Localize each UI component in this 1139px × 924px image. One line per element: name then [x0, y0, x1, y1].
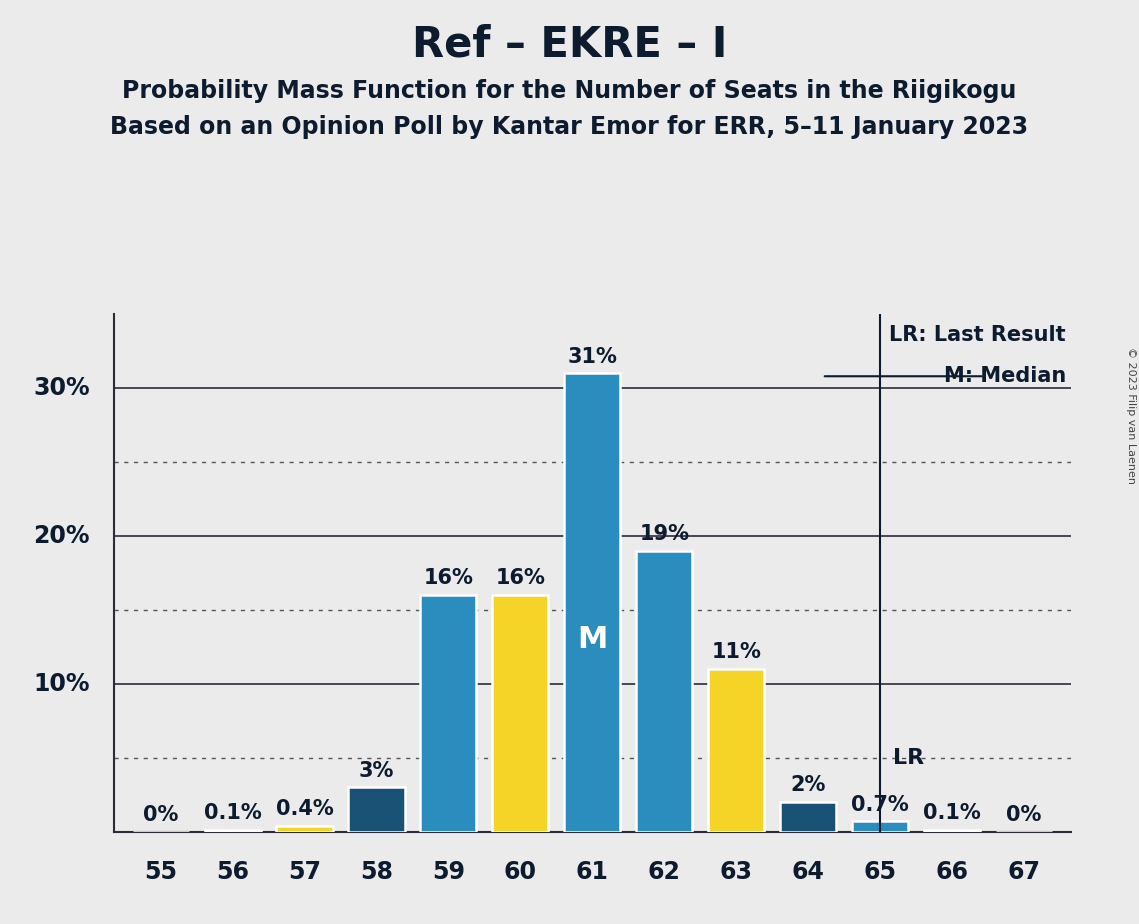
Text: Based on an Opinion Poll by Kantar Emor for ERR, 5–11 January 2023: Based on an Opinion Poll by Kantar Emor …: [110, 115, 1029, 139]
Bar: [277, 826, 333, 832]
Text: 65: 65: [863, 860, 896, 884]
Text: 0.7%: 0.7%: [851, 795, 909, 815]
Text: 2%: 2%: [790, 775, 826, 796]
Text: 0%: 0%: [144, 805, 179, 825]
Text: M: Median: M: Median: [943, 366, 1066, 386]
Bar: [708, 669, 764, 832]
Text: 0.1%: 0.1%: [204, 804, 262, 823]
Text: 61: 61: [576, 860, 608, 884]
Bar: [420, 595, 476, 832]
Text: 56: 56: [216, 860, 249, 884]
Bar: [349, 787, 404, 832]
Text: 31%: 31%: [567, 346, 617, 367]
Text: 0.4%: 0.4%: [276, 799, 334, 819]
Text: 63: 63: [720, 860, 753, 884]
Text: Ref – EKRE – I: Ref – EKRE – I: [412, 23, 727, 65]
Text: 30%: 30%: [33, 376, 90, 400]
Text: 20%: 20%: [33, 524, 90, 548]
Text: M: M: [577, 625, 607, 653]
Text: 3%: 3%: [359, 760, 394, 781]
Text: 60: 60: [503, 860, 536, 884]
Text: 0%: 0%: [1006, 805, 1041, 825]
Text: 10%: 10%: [33, 672, 90, 696]
Text: 0.1%: 0.1%: [923, 804, 981, 823]
Text: 57: 57: [288, 860, 321, 884]
Bar: [564, 373, 621, 832]
Bar: [637, 551, 693, 832]
Text: 11%: 11%: [711, 642, 761, 663]
Text: 62: 62: [648, 860, 681, 884]
Text: 59: 59: [432, 860, 465, 884]
Bar: [924, 830, 980, 832]
Bar: [780, 802, 836, 832]
Text: LR: LR: [893, 748, 924, 768]
Bar: [205, 830, 261, 832]
Text: 55: 55: [145, 860, 178, 884]
Text: 19%: 19%: [639, 524, 689, 544]
Text: 64: 64: [792, 860, 825, 884]
Text: 16%: 16%: [424, 568, 474, 589]
Text: 58: 58: [360, 860, 393, 884]
Bar: [492, 595, 548, 832]
Text: 66: 66: [935, 860, 968, 884]
Text: 67: 67: [1007, 860, 1040, 884]
Text: Probability Mass Function for the Number of Seats in the Riigikogu: Probability Mass Function for the Number…: [122, 79, 1017, 103]
Bar: [852, 821, 908, 832]
Text: © 2023 Filip van Laenen: © 2023 Filip van Laenen: [1126, 347, 1136, 484]
Text: 16%: 16%: [495, 568, 546, 589]
Text: LR: Last Result: LR: Last Result: [890, 324, 1066, 345]
